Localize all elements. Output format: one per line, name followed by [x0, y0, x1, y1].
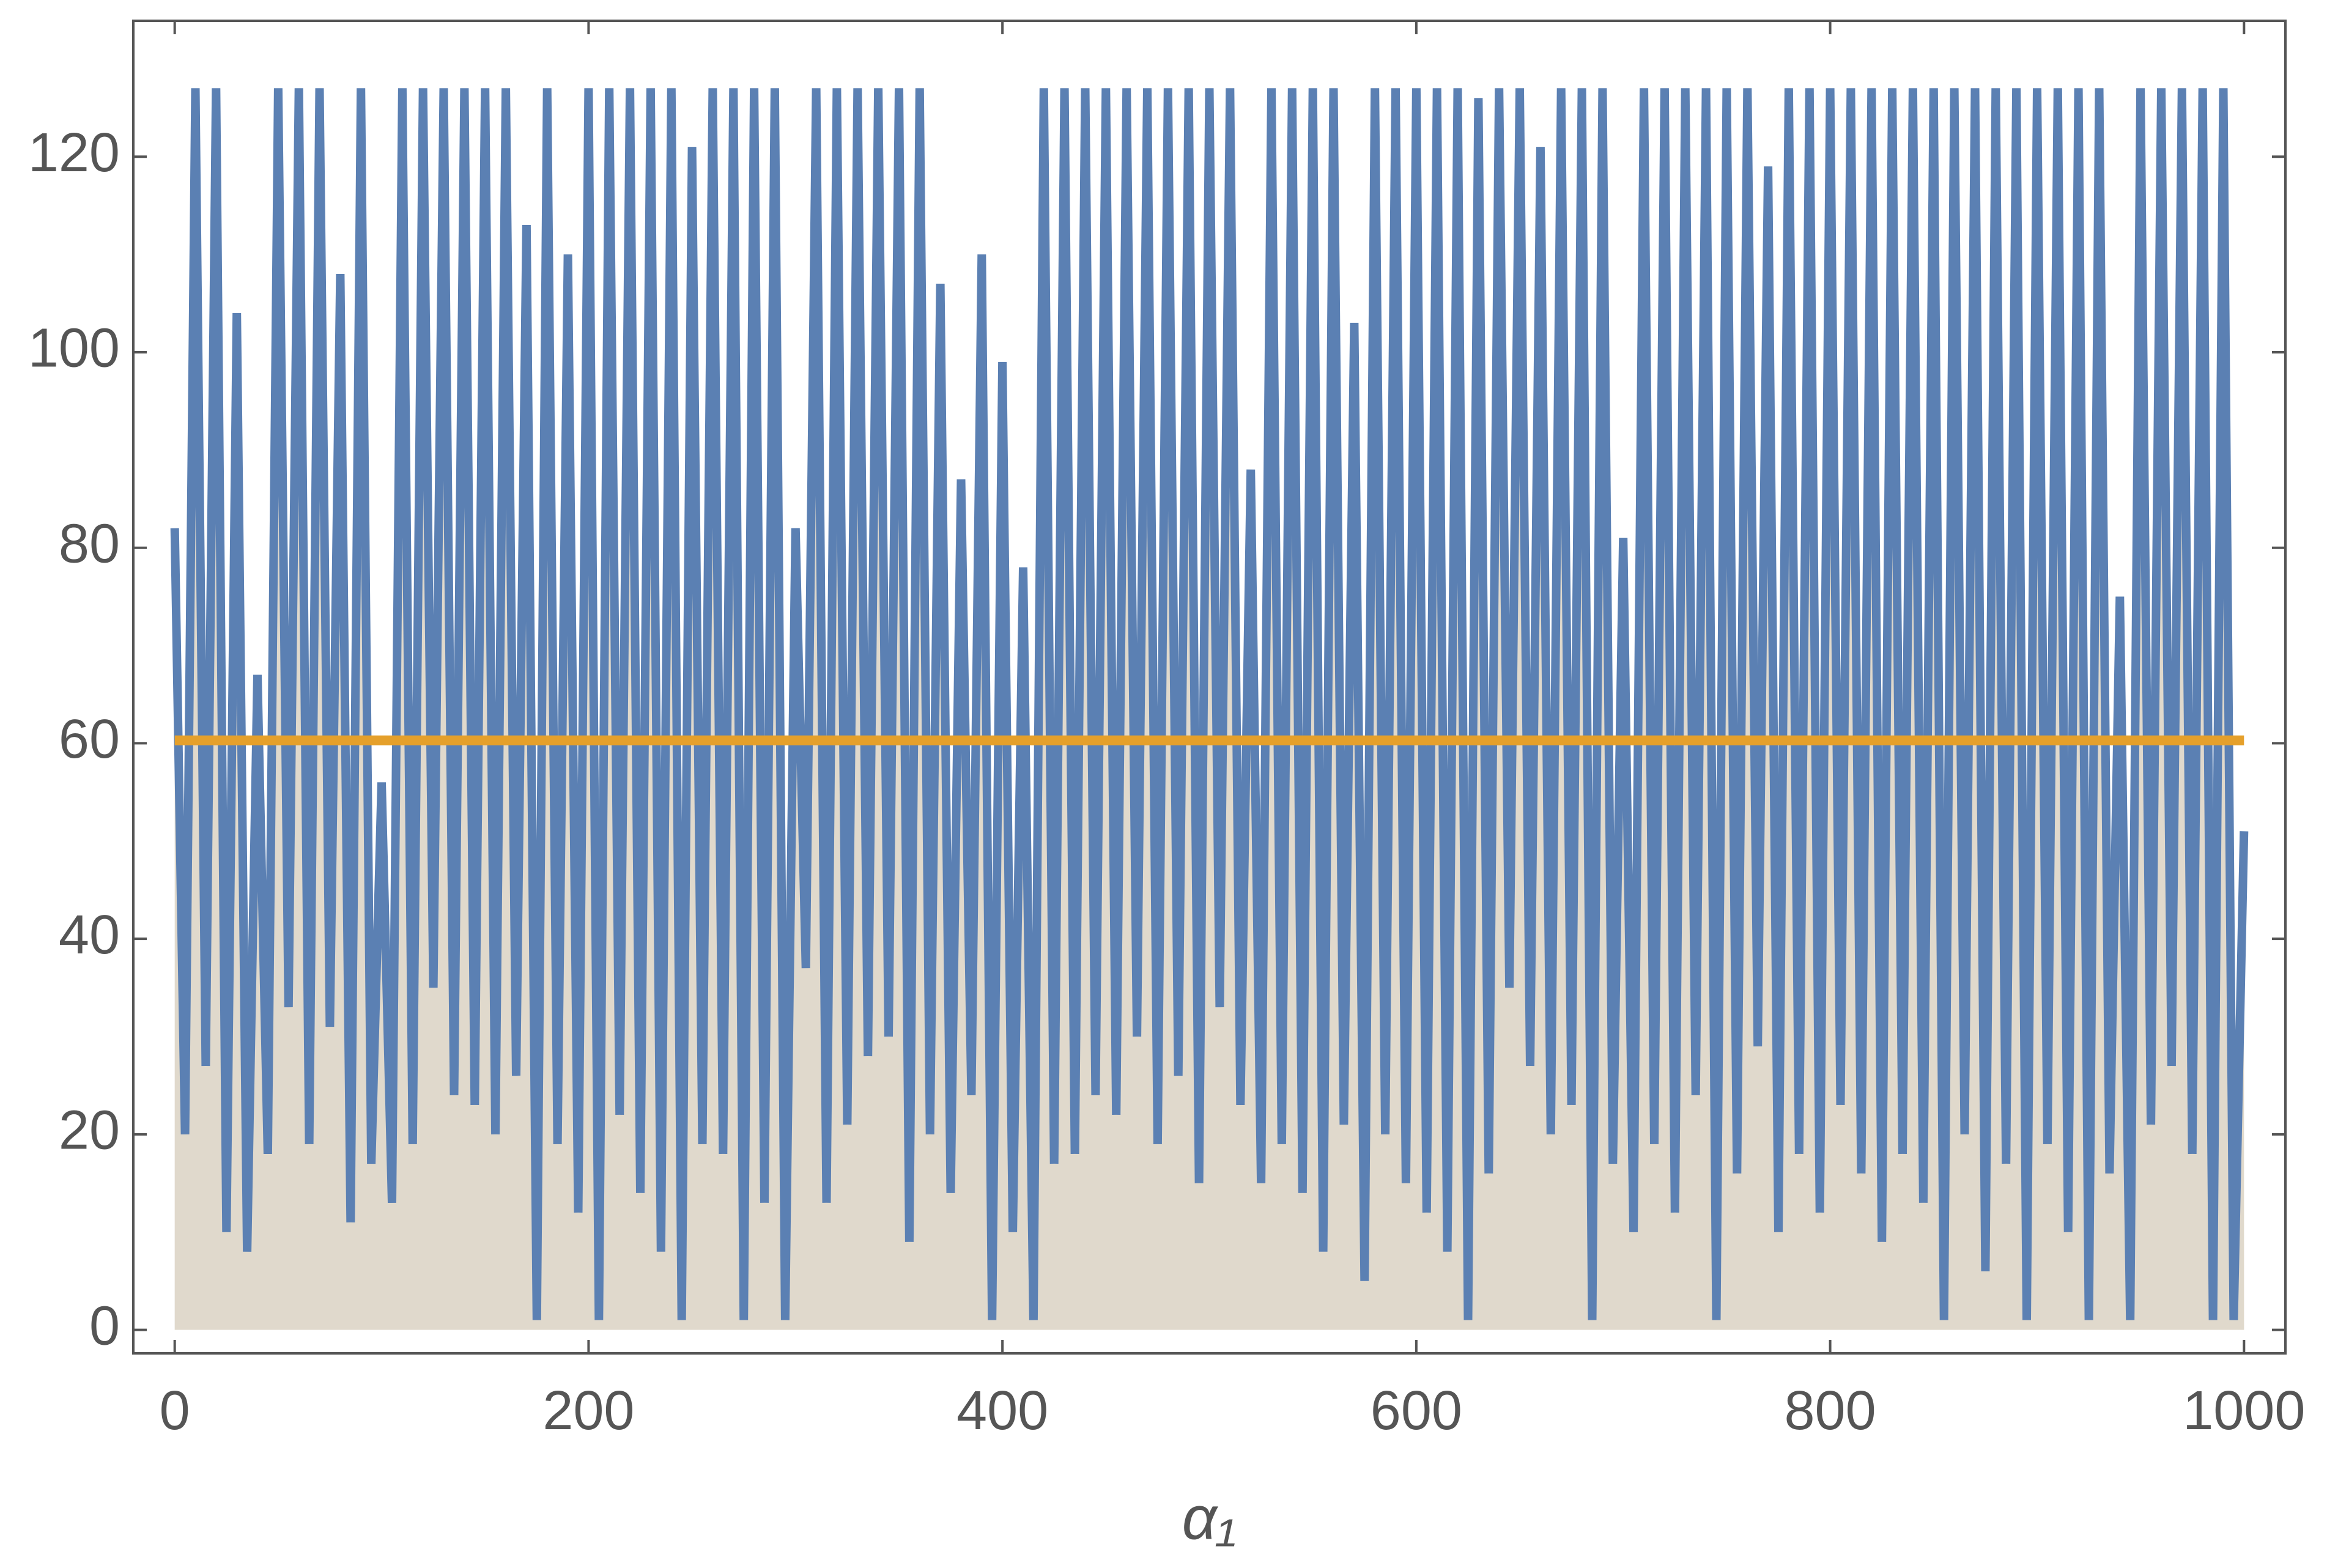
y-tick-label: 0: [89, 1295, 120, 1356]
x-tick-label: 0: [160, 1380, 190, 1441]
x-axis-label: α₁: [1182, 1484, 1237, 1552]
y-tick-label: 80: [59, 513, 120, 574]
y-tick-label: 60: [59, 709, 120, 770]
series-line: [170, 88, 2249, 1320]
plot-frame: [132, 20, 2287, 1355]
y-tick-label: 20: [59, 1100, 120, 1161]
x-tick-label: 600: [1371, 1380, 1462, 1441]
x-tick-label: 800: [1785, 1380, 1876, 1441]
y-tick-label: 40: [59, 904, 120, 966]
y-tick-label: 120: [28, 122, 120, 183]
y-tick-label: 100: [28, 318, 120, 379]
x-tick-label: 200: [542, 1380, 634, 1441]
x-tick-label: 400: [956, 1380, 1048, 1441]
x-tick-label: 1000: [2183, 1380, 2305, 1441]
